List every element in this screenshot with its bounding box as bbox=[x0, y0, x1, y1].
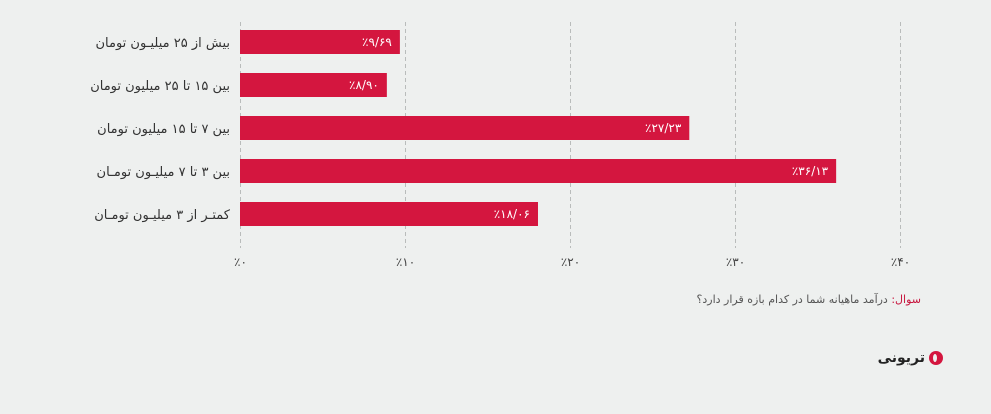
tick-label: ٪۱۰ bbox=[396, 255, 415, 269]
bar-value-label: ٪۹/۶۹ bbox=[362, 35, 392, 49]
bar-value-label: ٪۸/۹۰ bbox=[349, 78, 379, 92]
x-axis-ticks: ٪۰ ٪۱۰ ٪۲۰ ٪۳۰ ٪۴۰ bbox=[234, 255, 910, 269]
bar bbox=[240, 202, 538, 226]
bar bbox=[240, 73, 387, 97]
tick-label: ٪۲۰ bbox=[561, 255, 580, 269]
logo-mark-icon bbox=[929, 351, 943, 365]
bars: ٪۹/۶۹ ٪۸/۹۰ ٪۲۷/۲۳ ٪۳۶/۱۳ ٪۱۸/۰۶ bbox=[240, 30, 837, 226]
logo-text: تریونی bbox=[877, 350, 925, 366]
category-label: بیش از ۲۵ میلیـون تومان bbox=[95, 36, 230, 51]
tick-label: ٪۳۰ bbox=[726, 255, 745, 269]
question-text: درآمد ماهیانه شما در کدام بازه قرار دارد… bbox=[696, 293, 892, 306]
bar-value-label: ٪۲۷/۲۳ bbox=[645, 121, 682, 135]
category-label: بین ۱۵ تا ۲۵ میلیون تومان bbox=[90, 79, 230, 94]
question-prefix: سوال: bbox=[891, 293, 921, 306]
bar bbox=[240, 30, 400, 54]
survey-question: سوال: درآمد ماهیانه شما در کدام بازه قرا… bbox=[697, 293, 921, 306]
brand-logo: تریونی bbox=[878, 350, 943, 366]
bar-value-label: ٪۱۸/۰۶ bbox=[494, 207, 530, 221]
bar bbox=[240, 159, 837, 183]
tick-label: ٪۰ bbox=[234, 255, 247, 269]
category-label: بین ۷ تا ۱۵ میلیون تومان bbox=[97, 122, 230, 137]
category-labels: بیش از ۲۵ میلیـون تومان بین ۱۵ تا ۲۵ میلی… bbox=[90, 36, 231, 223]
bar-value-label: ٪۳۶/۱۳ bbox=[792, 164, 829, 178]
category-label: کمتـر از ۳ میلیـون تومـان bbox=[94, 208, 231, 223]
category-label: بین ۳ تا ۷ میلیـون تومـان bbox=[97, 165, 230, 180]
bar bbox=[240, 116, 690, 140]
tick-label: ٪۴۰ bbox=[891, 255, 910, 269]
